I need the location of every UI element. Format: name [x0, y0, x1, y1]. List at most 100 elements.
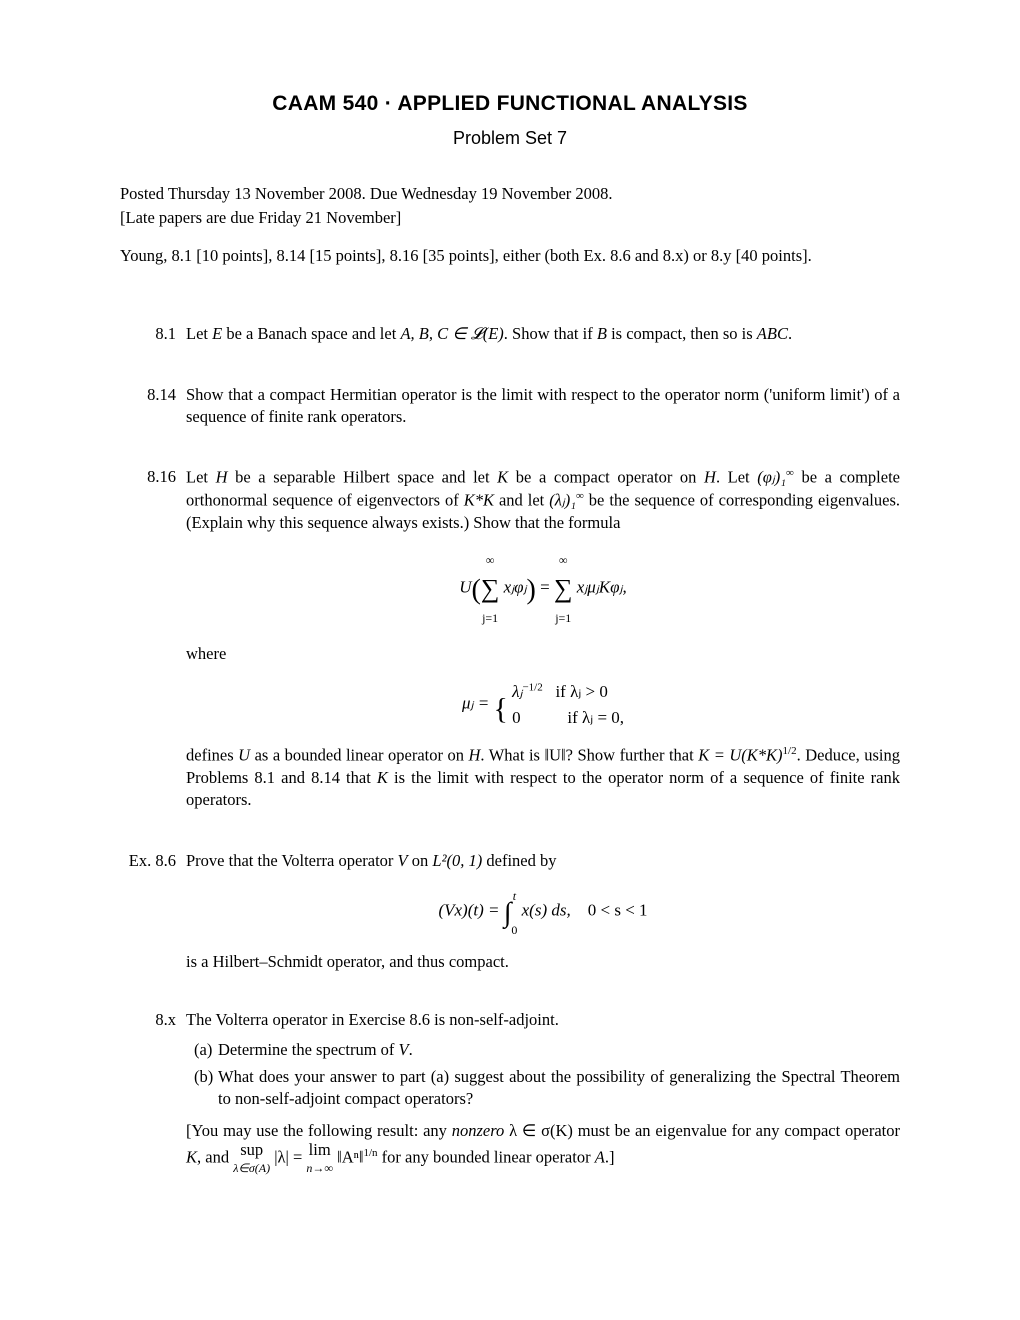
text: Prove that the Volterra operator [186, 851, 398, 870]
subitem-a: (a) Determine the spectrum of V. [186, 1039, 900, 1061]
math-term: xⱼφⱼ [504, 577, 527, 596]
problem-number: 8.1 [120, 323, 186, 345]
math-var: H [704, 468, 716, 487]
problem-8-14: 8.14 Show that a compact Hermitian opera… [120, 384, 900, 429]
math-var: U [238, 746, 250, 765]
problem-body: Let H be a separable Hilbert space and l… [186, 466, 900, 811]
late-line: [Late papers are due Friday 21 November] [120, 207, 900, 229]
sum-icon: ∑ [554, 574, 573, 603]
math-var: B [597, 324, 607, 343]
subitem-label: (b) [186, 1066, 218, 1111]
problem-body: Show that a compact Hermitian operator i… [186, 384, 900, 429]
problem-body: Let E be a Banach space and let A, B, C … [186, 323, 900, 345]
page-title: CAAM 540 · APPLIED FUNCTIONAL ANALYSIS [120, 90, 900, 118]
subtitle: Problem Set 7 [120, 126, 900, 150]
case1-val: λⱼ [512, 682, 522, 701]
math-expr: ‖U‖ [544, 746, 565, 765]
text: be a compact operator on [508, 468, 704, 487]
hint-text: [You may use the following result: any n… [186, 1120, 900, 1175]
course-code: CAAM 540 [272, 92, 378, 115]
text: for any bounded linear operator [378, 1148, 595, 1167]
math-var: A [595, 1148, 605, 1167]
emphasis: nonzero [452, 1121, 505, 1140]
where-label: where [186, 643, 900, 665]
text: ? Show further that [566, 746, 699, 765]
sum-upper: ∞ [486, 553, 495, 567]
math-var: K [186, 1148, 197, 1167]
range: 0 < s < 1 [588, 900, 648, 919]
text: Determine the spectrum of [218, 1040, 399, 1059]
case2-val: 0 [512, 708, 521, 727]
math-expr: K = U(K*K) [698, 746, 782, 765]
text: defined by [482, 851, 556, 870]
math-var: ABC [757, 324, 788, 343]
title-separator: · [385, 92, 392, 115]
subitem-label: (a) [186, 1039, 218, 1061]
brace-icon: { [493, 693, 507, 726]
problem-number: 8.x [120, 1009, 186, 1175]
math-sup: 1/n [363, 1147, 377, 1159]
paren-icon: ( [472, 574, 481, 605]
case1-exp: −1/2 [522, 682, 542, 694]
math-var: K [497, 468, 508, 487]
math-expr: |λ| = [274, 1148, 306, 1167]
formula-mu: μⱼ = { λⱼ−1/2 if λⱼ > 0 0 if λⱼ = 0, [186, 679, 900, 730]
integral-icon: ∫ [504, 897, 512, 928]
lim-sub: n→∞ [306, 1161, 333, 1175]
math-expr: (λⱼ)₁ [549, 491, 576, 510]
text: is compact, then so is [607, 324, 757, 343]
problem-8-x: 8.x The Volterra operator in Exercise 8.… [120, 1009, 900, 1175]
text: Let [186, 468, 216, 487]
text: [You may use the following result: any [186, 1121, 452, 1140]
text: on [408, 851, 433, 870]
problem-body: Prove that the Volterra operator V on L²… [186, 850, 900, 974]
text: . Let [716, 468, 757, 487]
subitem-body: What does your answer to part (a) sugges… [218, 1066, 900, 1111]
lim-label: lim [309, 1140, 331, 1159]
text: λ ∈ σ(K) must be an eigenvalue for any c… [504, 1121, 900, 1140]
text: . [788, 324, 792, 343]
subitem-b: (b) What does your answer to part (a) su… [186, 1066, 900, 1111]
case1-cond: if λⱼ > 0 [555, 682, 607, 701]
problem-number: Ex. 8.6 [120, 850, 186, 974]
math-var: V [398, 851, 408, 870]
sup-sub: λ∈σ(A) [233, 1161, 270, 1175]
text: . What is [480, 746, 544, 765]
math-sup: ∞ [786, 467, 794, 479]
math-expr: A, B, C ∈ 𝓛(E) [400, 324, 503, 343]
math-sup: ∞ [576, 490, 584, 502]
posted-line: Posted Thursday 13 November 2008. Due We… [120, 183, 900, 205]
text: .] [605, 1148, 615, 1167]
formula-volterra: (Vx)(t) = ∫t0 x(s) ds, 0 < s < 1 [186, 886, 900, 937]
text: defines [186, 746, 238, 765]
math-expr: (φⱼ)₁ [757, 468, 786, 487]
math-eq: = [536, 577, 554, 596]
text: Let [186, 324, 212, 343]
math-var: H [216, 468, 228, 487]
problem-ex-8-6: Ex. 8.6 Prove that the Volterra operator… [120, 850, 900, 974]
text: be a separable Hilbert space and let [228, 468, 498, 487]
problem-body: The Volterra operator in Exercise 8.6 is… [186, 1009, 900, 1175]
problem-number: 8.14 [120, 384, 186, 429]
math-var: E [212, 324, 222, 343]
int-lower: 0 [511, 923, 517, 937]
sum-lower: j=1 [482, 611, 498, 625]
problem-8-16: 8.16 Let H be a separable Hilbert space … [120, 466, 900, 811]
math-var: K [377, 768, 388, 787]
math-expr: L²(0, 1) [432, 851, 482, 870]
text: and let [494, 491, 549, 510]
formula-U: U(∞∑j=1 xⱼφⱼ) = ∞∑j=1 xⱼμⱼKφⱼ, [186, 548, 900, 629]
text: . [409, 1040, 413, 1059]
text: . Show that if [504, 324, 597, 343]
sup-label: sup [240, 1140, 263, 1159]
math-term: xⱼμⱼKφⱼ, [577, 577, 627, 596]
sum-upper: ∞ [559, 553, 568, 567]
integrand: x(s) ds, [517, 900, 570, 919]
intro-text: The Volterra operator in Exercise 8.6 is… [186, 1009, 900, 1031]
math-lhs: (Vx)(t) = [438, 900, 503, 919]
math-sup: 1/2 [783, 745, 797, 757]
text: , and [197, 1148, 229, 1167]
case2-cond: if λⱼ = 0, [567, 708, 624, 727]
math-expr: ‖Aⁿ‖ [337, 1148, 363, 1167]
math-expr: K*K [464, 491, 494, 510]
